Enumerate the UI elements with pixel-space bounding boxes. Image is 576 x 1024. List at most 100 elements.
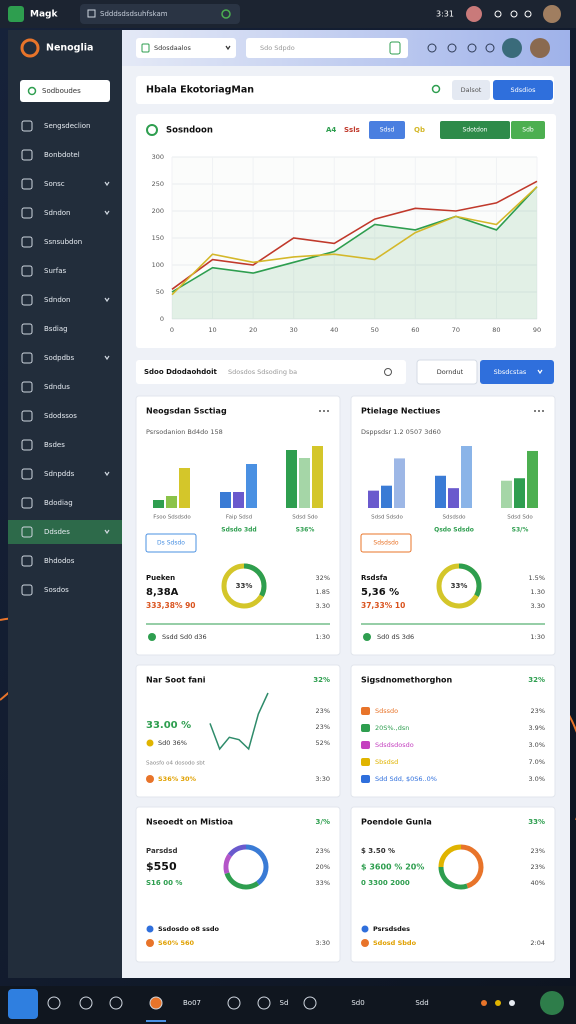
bar	[246, 464, 257, 508]
taskbar-icon[interactable]	[257, 996, 271, 1010]
button[interactable]	[452, 80, 490, 100]
taskbar	[0, 986, 576, 1024]
badge: 3/%	[316, 818, 330, 826]
nav-item[interactable]: Sdndon	[44, 296, 71, 304]
nav-item[interactable]: Bsdes	[44, 441, 65, 449]
app-icon	[8, 6, 24, 22]
row-text: Sdssdo	[375, 707, 398, 715]
group-label: Sdsd Sdsdo	[371, 515, 403, 521]
button-label: Sodboudes	[42, 87, 81, 95]
nav-icon	[21, 236, 33, 248]
card-line: S16 00 %	[146, 879, 182, 887]
nav-icon	[21, 178, 33, 190]
taskbar-label[interactable]: Sd	[280, 999, 289, 1007]
row-value: 23%	[531, 707, 545, 715]
dropdown[interactable]	[136, 38, 236, 58]
button[interactable]	[440, 121, 510, 139]
chevron	[104, 529, 110, 535]
button[interactable]	[369, 121, 405, 139]
side-value: 3.30	[531, 602, 545, 610]
button[interactable]	[416, 359, 478, 385]
active-item[interactable]	[8, 520, 122, 544]
menu-dot[interactable]	[327, 410, 329, 412]
nav-item[interactable]: Bonbdotel	[44, 151, 80, 159]
search-field[interactable]	[80, 4, 240, 24]
nav-item[interactable]: Sdnpdds	[44, 470, 75, 478]
button[interactable]	[480, 360, 554, 384]
tag-label: Ds Sdsdo	[157, 540, 185, 547]
side-value: 33%	[316, 879, 330, 887]
footer-icon	[148, 633, 156, 641]
taskbar-icon[interactable]	[227, 996, 241, 1010]
card-subtitle: Psrsodanion Bd4do 158	[146, 428, 223, 436]
taskbar-icon[interactable]	[109, 996, 123, 1010]
menu-dot[interactable]	[319, 410, 321, 412]
menu-dot[interactable]	[542, 410, 544, 412]
x-tick-label: 20	[249, 326, 257, 334]
header-icon	[447, 43, 457, 53]
bar	[394, 458, 405, 508]
row-text: Sbsdsd	[375, 758, 398, 766]
nav-item[interactable]: Bsdiag	[44, 325, 68, 333]
menu-dot[interactable]	[323, 410, 325, 412]
nav-icon	[21, 294, 33, 306]
badge: 33%	[528, 818, 545, 826]
button[interactable]	[493, 80, 553, 100]
nav-item[interactable]: Sdodssos	[44, 412, 77, 420]
nav-item[interactable]: Sosdos	[44, 586, 69, 594]
tray-icon	[509, 1000, 515, 1006]
taskbar-icon[interactable]	[303, 996, 317, 1010]
clock: 3:31	[436, 10, 454, 19]
taskbar-icon[interactable]	[79, 996, 93, 1010]
avatar[interactable]	[466, 6, 482, 22]
page-title: Hbala EkotoriagMan	[146, 85, 254, 96]
footer-text: Sd0 dS 3d6	[377, 633, 414, 641]
nav-item[interactable]: Bdodiag	[44, 499, 73, 507]
menu-dot[interactable]	[534, 410, 536, 412]
card-line: $ 3.50 %	[361, 847, 395, 855]
nav-item[interactable]: Surfas	[44, 267, 67, 275]
avatar[interactable]	[530, 38, 550, 58]
taskbar-label[interactable]: Sd0	[351, 999, 364, 1007]
y-tick-label: 50	[156, 288, 164, 296]
nav-icon	[21, 149, 33, 161]
side-value: 1.30	[531, 588, 545, 596]
button[interactable]	[511, 121, 545, 139]
tag[interactable]	[360, 533, 412, 553]
taskbar-label[interactable]: Sdd	[415, 999, 428, 1007]
nav-icon	[21, 584, 33, 596]
note-icon	[361, 925, 369, 933]
sidebar-button[interactable]	[20, 80, 110, 102]
nav-item[interactable]: Sdndus	[44, 383, 70, 391]
row-text: Sdsdsdosdo	[375, 741, 414, 749]
tag[interactable]	[145, 533, 197, 553]
note-icon	[146, 925, 154, 933]
taskbar-label[interactable]: Bo07	[183, 999, 201, 1007]
app-name: Magk	[30, 10, 58, 20]
big-value: 33.00 %	[146, 720, 191, 731]
side-value: 1.5%	[528, 574, 545, 582]
nav-item[interactable]: Ssnsubdon	[44, 238, 82, 246]
taskbar-icon[interactable]	[47, 996, 61, 1010]
start-button[interactable]	[8, 989, 38, 1019]
nav-item[interactable]: Sdndon	[44, 209, 71, 217]
taskbar-icon[interactable]	[149, 996, 163, 1010]
nav-item[interactable]: Sodpdbs	[44, 354, 74, 362]
nav-item[interactable]: Bhdodos	[44, 557, 75, 565]
nav-item[interactable]: Sengsdeclion	[44, 122, 90, 130]
avatar[interactable]	[502, 38, 522, 58]
tray-icon	[495, 1000, 501, 1006]
nav-item[interactable]: Ddsdes	[44, 528, 70, 536]
donut-arc	[243, 563, 267, 597]
assistant-button[interactable]	[540, 991, 564, 1015]
legend-entry: A4	[326, 126, 336, 134]
footer-icon	[146, 775, 154, 783]
card-title: Nar Soot fani	[146, 676, 206, 685]
menu-dot[interactable]	[538, 410, 540, 412]
header-search[interactable]	[246, 38, 408, 58]
icon	[524, 10, 532, 18]
nav-item[interactable]: Sonsc	[44, 180, 65, 188]
x-tick-label: 80	[492, 326, 500, 334]
avatar[interactable]	[543, 5, 561, 23]
